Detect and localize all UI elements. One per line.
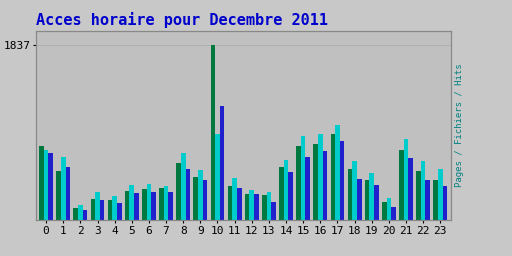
Bar [340,141,345,220]
Bar [56,170,61,220]
Bar [249,190,254,220]
Bar [370,173,374,220]
Bar [365,180,370,220]
Bar [49,153,53,220]
Bar [134,193,139,220]
Bar [95,193,100,220]
Bar [78,205,83,220]
Bar [61,157,66,220]
Bar [425,180,430,220]
Bar [185,169,190,220]
Bar [357,179,361,220]
Text: Acces horaire pour Decembre 2011: Acces horaire pour Decembre 2011 [36,12,328,28]
Bar [271,201,276,220]
Bar [296,146,301,220]
Bar [228,186,232,220]
Bar [262,195,267,220]
Bar [438,169,442,220]
Bar [399,150,403,220]
Y-axis label: Pages / Fichiers / Hits: Pages / Fichiers / Hits [455,64,464,187]
Bar [245,194,249,220]
Bar [203,180,207,220]
Bar [194,177,198,220]
Bar [403,139,408,220]
Bar [146,184,151,220]
Bar [164,186,168,220]
Bar [237,188,242,220]
Bar [254,194,259,220]
Bar [284,160,288,220]
Bar [108,200,112,220]
Bar [66,167,70,220]
Bar [142,189,146,220]
Bar [352,161,357,220]
Bar [391,207,396,220]
Bar [159,188,164,220]
Bar [91,199,95,220]
Bar [416,172,421,220]
Bar [374,185,379,220]
Bar [83,210,88,220]
Bar [387,198,391,220]
Bar [323,151,327,220]
Bar [176,163,181,220]
Bar [288,173,293,220]
Bar [331,134,335,220]
Bar [442,186,447,220]
Bar [335,125,340,220]
Bar [279,167,284,220]
Bar [44,150,49,220]
Bar [301,136,306,220]
Bar [125,190,130,220]
Bar [39,146,44,220]
Bar [198,169,203,220]
Bar [421,161,425,220]
Bar [306,157,310,220]
Bar [382,201,387,220]
Bar [168,193,173,220]
Bar [267,193,271,220]
Bar [100,200,104,220]
Bar [130,185,134,220]
Bar [313,144,318,220]
Bar [318,134,323,220]
Bar [112,196,117,220]
Bar [220,105,224,220]
Bar [210,45,215,220]
Bar [232,178,237,220]
Bar [408,158,413,220]
Bar [433,180,438,220]
Bar [151,193,156,220]
Bar [117,204,122,220]
Bar [73,208,78,220]
Bar [348,169,352,220]
Bar [181,153,185,220]
Bar [215,134,220,220]
